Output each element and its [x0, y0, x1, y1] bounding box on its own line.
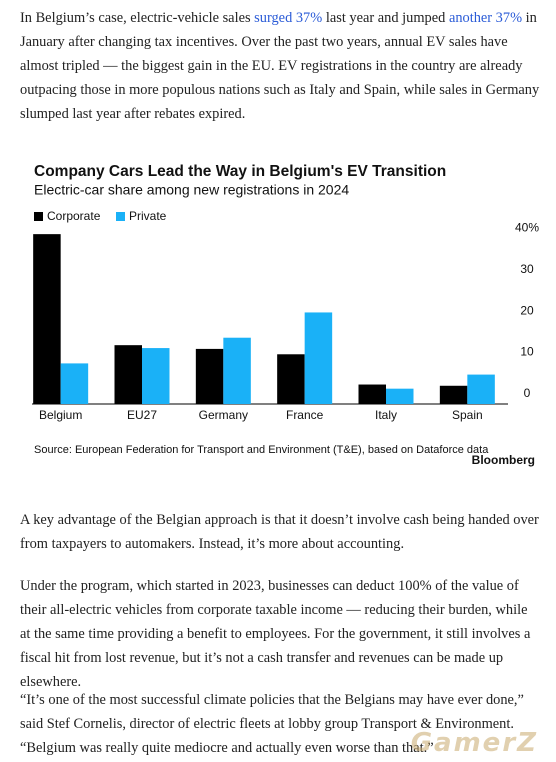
y-tick-label: 10	[520, 345, 534, 359]
y-tick-label: 30	[520, 262, 534, 276]
paragraph: In Belgium’s case, electric-vehicle sale…	[20, 6, 540, 126]
bar	[439, 385, 468, 404]
chart-title: Company Cars Lead the Way in Belgium's E…	[34, 163, 446, 180]
x-tick-label: Belgium	[39, 408, 82, 422]
bar	[386, 388, 414, 404]
legend-swatch	[116, 212, 125, 221]
x-tick-label: Germany	[199, 408, 248, 422]
legend-swatch	[34, 212, 43, 221]
y-tick-label: 40%	[515, 220, 539, 234]
link[interactable]: another 37%	[448, 10, 523, 26]
legend-label: Private	[129, 209, 167, 223]
source: Source: European Federation for Transpor…	[34, 444, 489, 456]
bar	[358, 384, 386, 404]
bar	[33, 234, 61, 404]
chart-subtitle: Electric-car share among new registratio…	[34, 182, 349, 198]
watermark: GamerZ	[410, 728, 538, 758]
bar	[60, 363, 89, 404]
logo: Bloomberg	[472, 453, 535, 467]
bar	[277, 354, 305, 404]
y-tick-label: 20	[520, 303, 534, 317]
bar	[195, 348, 224, 404]
bar	[142, 348, 170, 404]
paragraph: A key advantage of the Belgian approach …	[20, 512, 539, 552]
text: in January after changing tax incentives…	[20, 10, 540, 122]
paragraph: Under the program, which started in 2023…	[20, 578, 531, 690]
paragraph: “It’s one of the most successful climate…	[20, 692, 524, 756]
chart: Company Cars Lead the Way in Belgium's E…	[32, 163, 539, 467]
bar	[467, 374, 495, 404]
bar	[223, 337, 251, 404]
text: last year and jumped	[322, 10, 449, 26]
x-tick-label: France	[286, 408, 324, 422]
bar	[114, 345, 142, 404]
x-tick-label: Italy	[375, 408, 397, 422]
legend-label: Corporate	[47, 209, 101, 223]
bar	[304, 312, 333, 404]
x-tick-label: Spain	[452, 408, 483, 422]
link[interactable]: surged 37%	[254, 10, 323, 26]
text: In Belgium’s case, electric-vehicle sale…	[20, 10, 255, 26]
y-tick-label: 0	[524, 386, 531, 400]
x-tick-label: EU27	[127, 408, 157, 422]
